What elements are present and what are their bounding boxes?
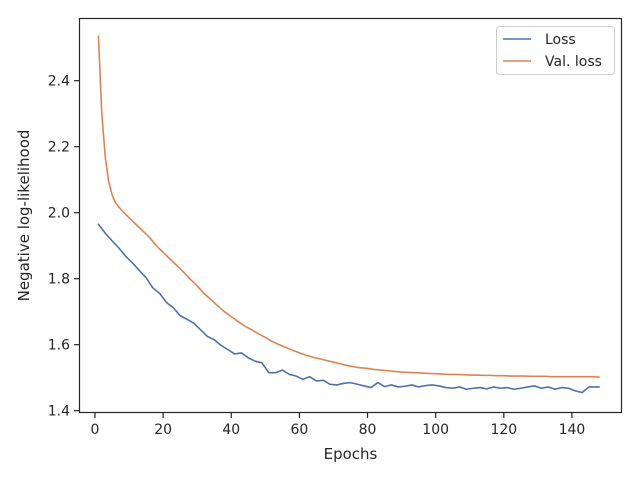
axis-ticks: 0 20 40 60 80 100 120 140 1.4 1.6 1.8 2.0 2.2 2.4 <box>48 74 586 438</box>
y-axis-label: Negative log-likelihood <box>15 130 33 302</box>
y-tick-label: 2.0 <box>48 206 70 222</box>
x-tick-label: 60 <box>290 422 308 438</box>
x-tick-label: 80 <box>359 422 377 438</box>
x-tick-label: 0 <box>91 422 100 438</box>
legend: Loss Val. loss <box>496 26 615 75</box>
y-tick-label: 2.4 <box>48 74 70 90</box>
y-tick-label: 2.2 <box>48 140 70 156</box>
plot-frame <box>78 17 623 414</box>
series-line-val-loss <box>97 35 601 378</box>
x-tick-label: 20 <box>154 422 172 438</box>
x-tick-label: 100 <box>422 422 449 438</box>
legend-label-val-loss: Val. loss <box>545 54 602 70</box>
y-tick-label: 1.6 <box>48 338 70 354</box>
x-tick-label: 140 <box>559 422 586 438</box>
legend-label-loss: Loss <box>545 32 576 48</box>
x-tick-label: 120 <box>490 422 517 438</box>
plot-area <box>97 35 601 394</box>
x-tick-label: 40 <box>222 422 240 438</box>
x-axis-label: Epochs <box>324 445 378 463</box>
y-tick-label: 1.4 <box>48 404 70 420</box>
series-line-loss <box>97 223 601 394</box>
y-tick-label: 1.8 <box>48 272 70 288</box>
